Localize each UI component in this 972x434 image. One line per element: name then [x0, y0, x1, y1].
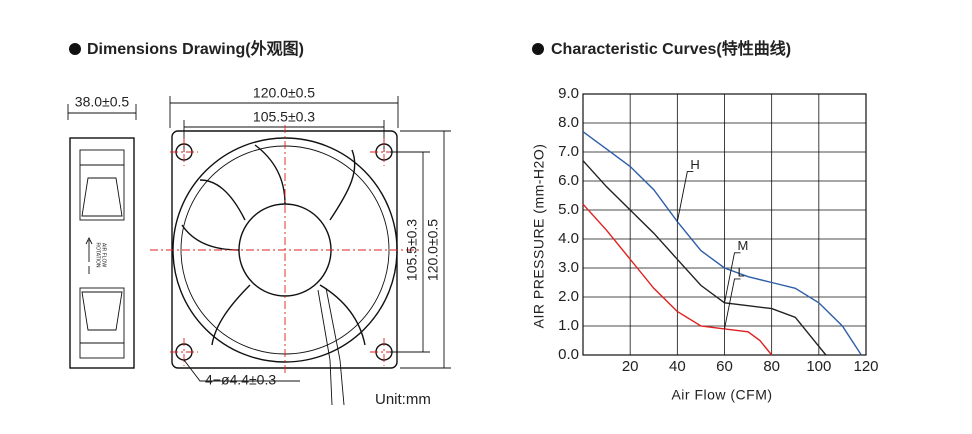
- y-tick-label: 3.0: [558, 259, 579, 276]
- chart-title: Characteristic Curves(特性曲线): [551, 39, 791, 58]
- side-width: 38.0±0.5: [75, 94, 130, 110]
- drawing-title: Dimensions Drawing(外观图): [87, 39, 304, 58]
- hole-spacing-height: 105.5±0.3: [404, 219, 420, 281]
- y-tick-label: 1.0: [558, 317, 579, 334]
- x-tick-label: 80: [763, 358, 780, 375]
- x-tick-label: 100: [806, 358, 831, 375]
- x-axis-label: Air Flow (CFM): [671, 387, 772, 403]
- hole-spec: 4−ø4.4±0.3: [205, 372, 276, 388]
- y-axis-label: AIR PRESSURE (mm-H2O): [531, 144, 547, 329]
- series-line: [582, 203, 773, 356]
- series-line: [582, 160, 827, 356]
- y-tick-label: 7.0: [558, 143, 579, 160]
- y-tick-label: 9.0: [558, 85, 579, 102]
- front-view: 120.0±0.5 105.5±0.3 105.5±0.3 120.0±0.5: [150, 85, 451, 408]
- y-tick-label: 8.0: [558, 114, 579, 131]
- bullet: [69, 43, 81, 55]
- label-leader: [724, 278, 741, 329]
- series-label: M: [738, 238, 749, 253]
- y-tick-label: 4.0: [558, 230, 579, 247]
- x-tick-label: 60: [716, 358, 733, 375]
- dimensions-drawing: Dimensions Drawing(外观图) 38.0±0.5 AIR FLO…: [67, 39, 451, 408]
- x-tick-label: 20: [622, 358, 639, 375]
- outer-height: 120.0±0.5: [425, 219, 441, 281]
- y-tick-label: 0.0: [558, 346, 579, 363]
- y-tick-label: 2.0: [558, 288, 579, 305]
- bullet: [532, 43, 544, 55]
- hole-spacing-width: 105.5±0.3: [253, 109, 315, 125]
- rotation-label: ROTATION: [95, 242, 101, 267]
- unit: Unit:mm: [375, 391, 431, 408]
- y-tick-label: 5.0: [558, 201, 579, 218]
- series-label: H: [690, 157, 699, 172]
- outer-width: 120.0±0.5: [253, 85, 315, 101]
- airflow-label: AIR FLOW: [101, 243, 107, 267]
- side-view: 38.0±0.5 AIR FLOW ROTATION: [67, 94, 137, 369]
- x-tick-label: 120: [853, 358, 878, 375]
- label-leader: [676, 171, 694, 222]
- x-tick-label: 40: [669, 358, 686, 375]
- series-label: L: [738, 264, 745, 279]
- chart: Characteristic Curves(特性曲线) AIR PRESSURE…: [531, 39, 879, 402]
- y-tick-label: 6.0: [558, 172, 579, 189]
- label-leader: [724, 252, 741, 303]
- series-line: [582, 131, 862, 356]
